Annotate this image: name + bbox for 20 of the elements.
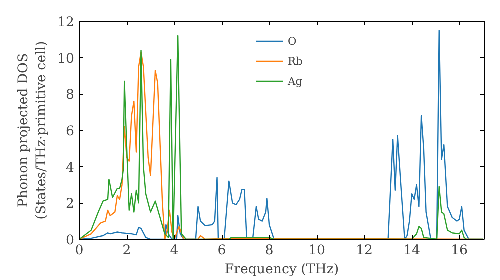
legend-label: Rb: [288, 54, 304, 68]
y-tick-label: 10: [58, 52, 75, 67]
y-tick-label: 4: [66, 160, 75, 176]
x-tick-label: 2: [122, 244, 132, 258]
x-tick-label: 16: [451, 244, 468, 258]
y-tick-label: 0: [66, 234, 75, 248]
x-tick-label: 4: [170, 244, 179, 258]
y-tick-label: 6: [66, 124, 75, 140]
x-tick-label: 14: [404, 244, 421, 258]
x-axis-title: Frequency (THz): [224, 262, 340, 278]
y-axis-title: Phonon projected DOS (States/THz·primitive cell): [16, 41, 50, 220]
x-tick-label: 12: [356, 244, 374, 258]
x-tick-label: 8: [265, 244, 274, 258]
legend-label: Ag: [288, 74, 304, 88]
x-tick-label: 10: [308, 244, 326, 258]
x-tick-label: 6: [218, 244, 226, 258]
y-tick-label: 2: [66, 197, 75, 212]
y-tick-label: 8: [66, 88, 75, 104]
y-tick-label: 12: [58, 16, 75, 30]
legend-label: O: [288, 34, 298, 48]
